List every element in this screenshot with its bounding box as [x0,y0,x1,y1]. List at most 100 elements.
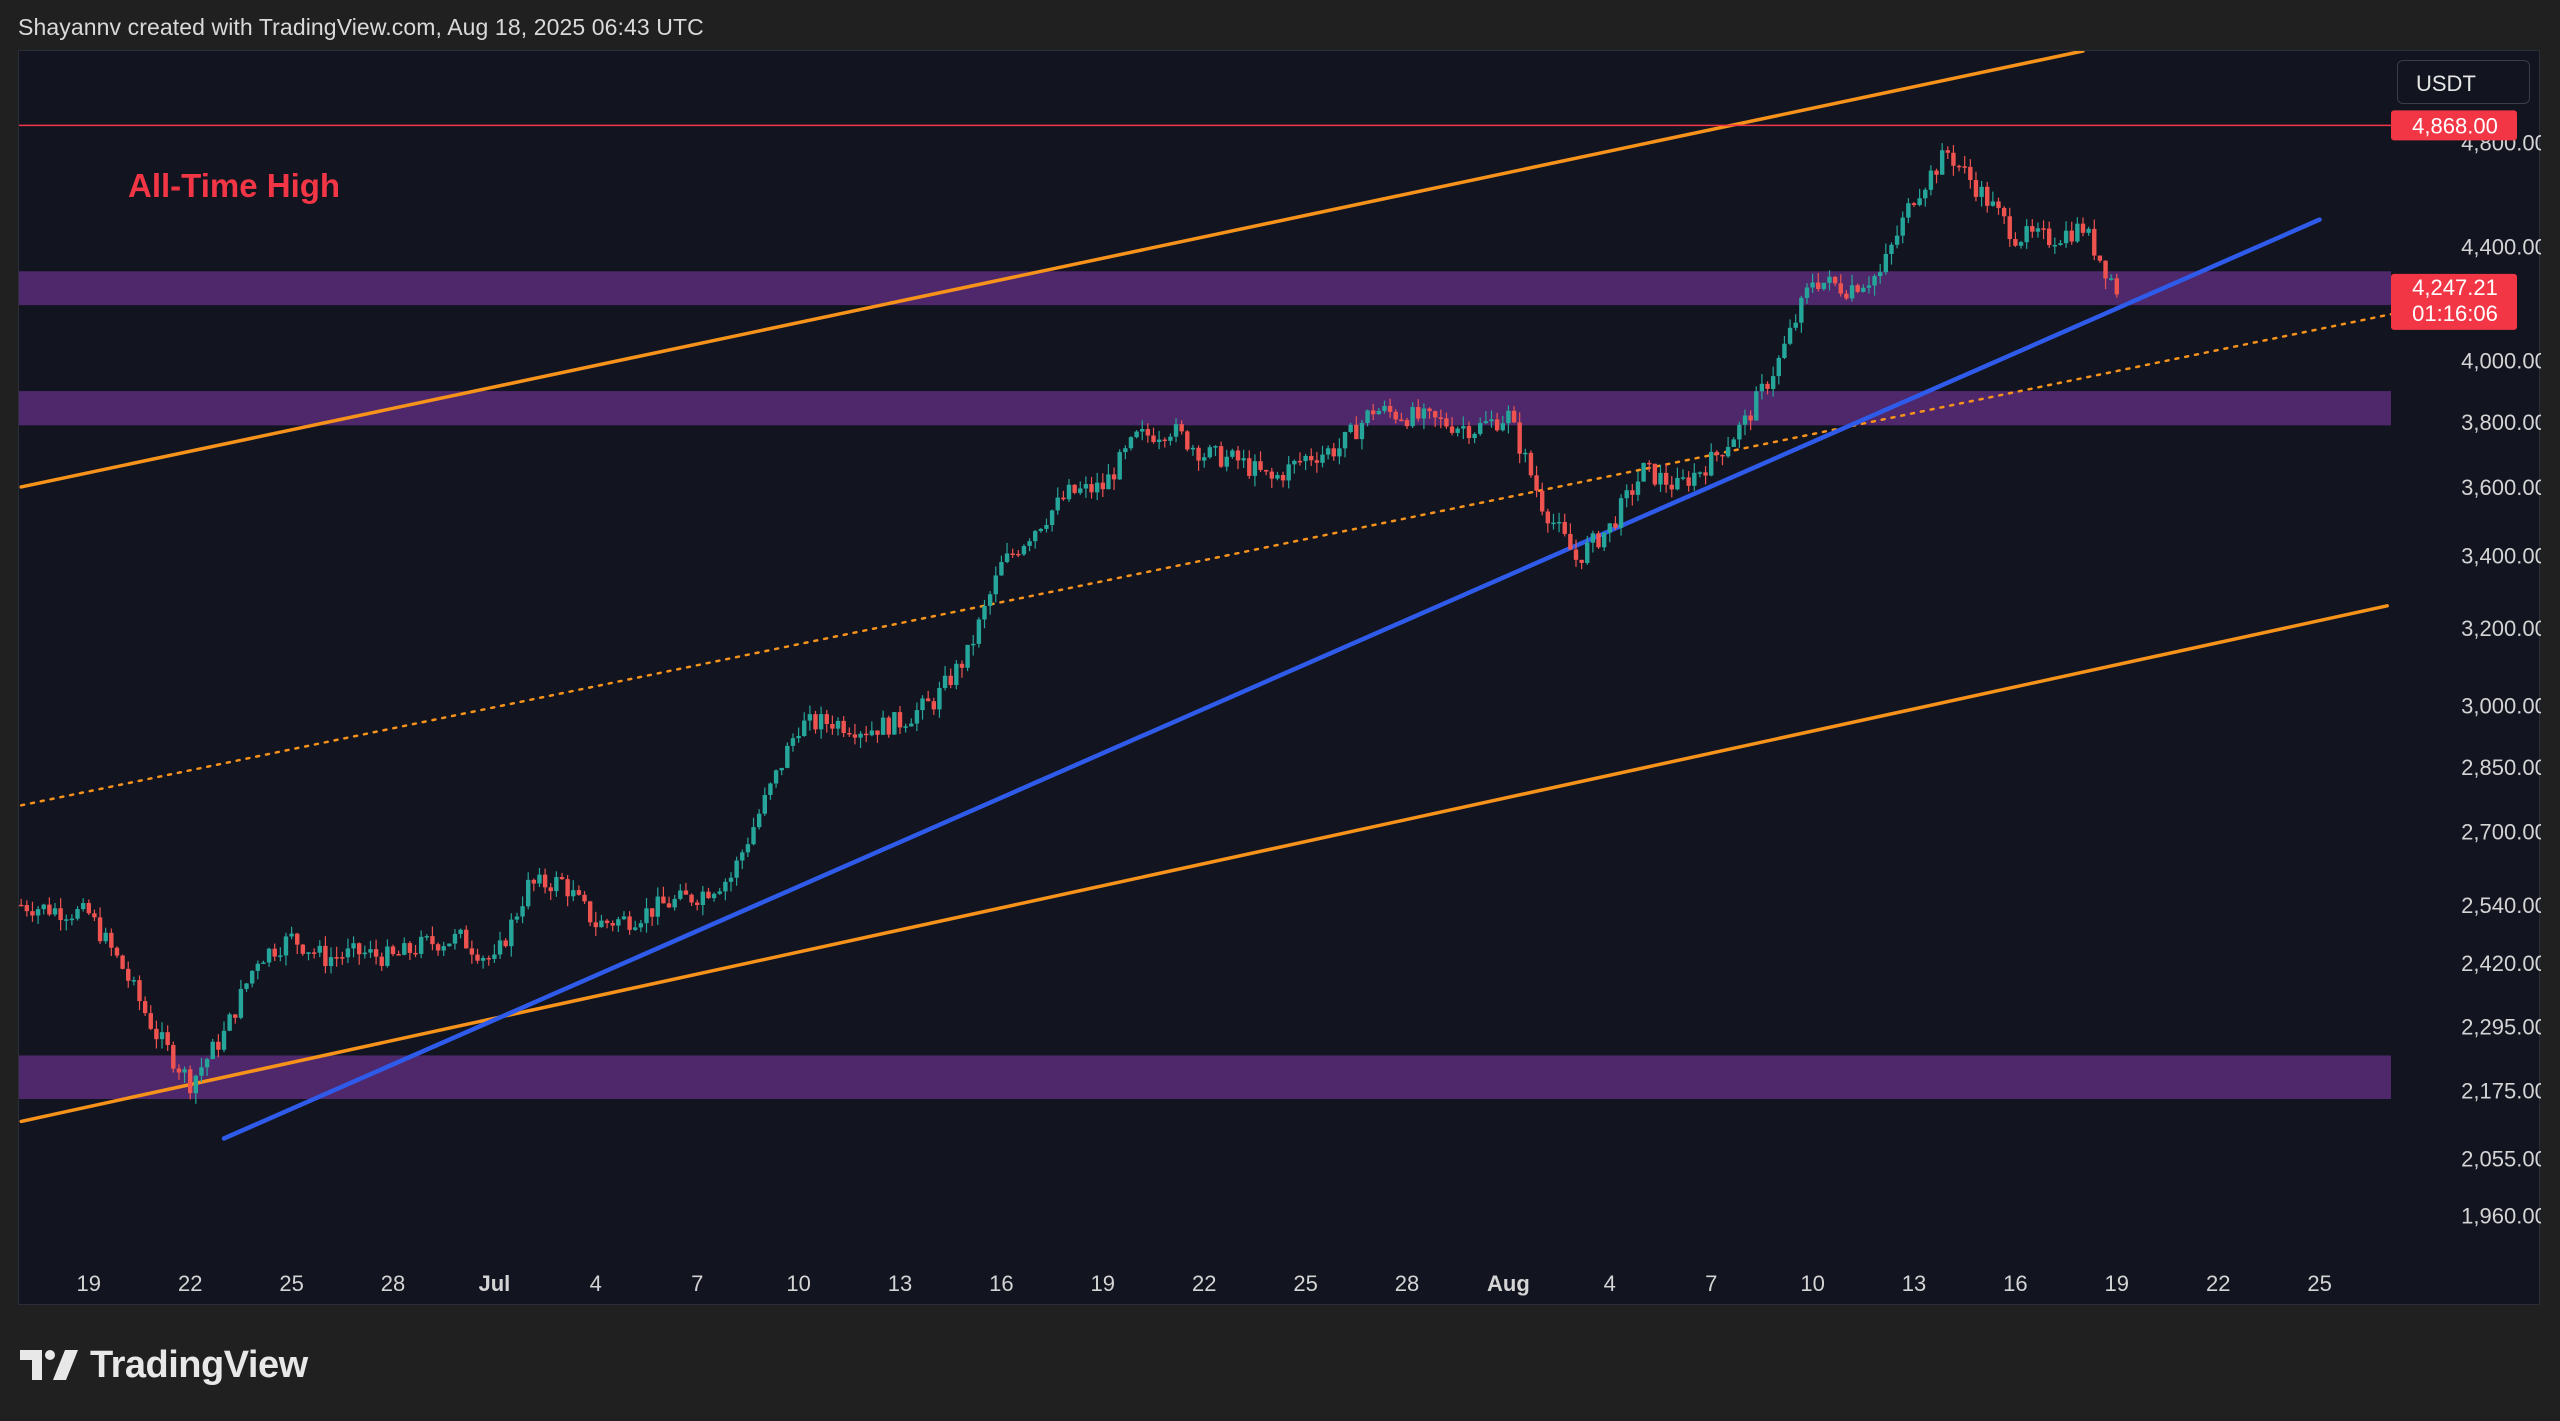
candle-body-203 [1156,439,1162,443]
candle-body-292 [1658,472,1663,485]
candle-body-161 [920,698,925,711]
candle-body-323 [1832,276,1838,284]
candle-body-359 [2035,228,2041,232]
candle-body-134 [768,783,773,795]
time-tick-label: 25 [2307,1271,2331,1296]
candle-body-14 [92,913,97,918]
candle-body-5 [41,904,46,910]
candle-body-330 [1872,276,1877,286]
support-zone-1 [19,271,2391,306]
candle-body-240 [1365,410,1370,423]
candle-body-351 [1990,201,1996,206]
candle-body-255 [1449,426,1455,433]
candle-body-116 [666,903,672,908]
candle-body-154 [880,717,886,735]
candle-body-186 [1061,497,1066,500]
time-tick-label: 22 [1192,1271,1216,1296]
candle-body-43 [255,963,260,971]
candle-body-286 [1624,490,1629,499]
candle-body-145 [830,724,835,729]
candle-body-88 [509,919,514,947]
candle-body-358 [2030,226,2035,232]
brand-name: TradingView [90,1343,308,1386]
chart-panel[interactable]: All-Time High 4,800.00 4,400.00 4,000.00 3,… [18,50,2541,1306]
tradingview-brand[interactable]: TradingView [20,1340,308,1390]
candle-body-342 [1939,150,1945,175]
candle-body-143 [818,714,824,730]
candle-body-54 [317,945,322,953]
candle-body-102 [587,901,593,923]
candle-body-230 [1309,455,1314,461]
candle-body-51 [300,944,306,954]
candle-body-193 [1100,482,1105,490]
candle-body-318 [1804,287,1810,298]
candle-body-75 [435,944,441,951]
candle-body-7 [52,908,58,915]
candle-body-44 [261,962,266,964]
candle-body-147 [841,720,846,734]
candle-body-208 [1185,431,1190,450]
candle-body-122 [700,891,706,906]
candle-body-167 [954,663,959,686]
time-tick-label: 13 [888,1271,912,1296]
candle-body-142 [813,714,818,730]
candle-body-229 [1303,455,1308,462]
candle-body-133 [762,794,767,814]
candle-body-200 [1140,429,1145,432]
candle-body-218 [1241,458,1246,461]
candle-body-47 [278,955,283,957]
candle-body-97 [559,877,565,880]
candle-body-20 [126,968,131,981]
candle-body-272 [1545,511,1551,524]
candle-body-215 [1224,456,1229,467]
candle-body-175 [999,562,1004,576]
candle-body-9 [64,919,69,921]
candle-body-37 [221,1030,227,1050]
candle-body-241 [1371,410,1376,415]
candle-body-11 [75,909,80,919]
candle-body-59 [345,948,351,958]
candle-body-271 [1540,490,1545,512]
candle-body-8 [58,908,63,921]
candle-body-258 [1466,426,1472,439]
candle-body-185 [1055,497,1060,511]
candle-body-80 [464,929,469,949]
candle-body-132 [756,813,762,828]
price-chart[interactable]: All-Time High 4,800.004,400.004,000.003,… [19,51,2541,1306]
candle-body-304 [1725,446,1731,457]
candle-body-263 [1494,419,1500,431]
currency-selector[interactable]: USDT [2397,60,2530,104]
candle-body-190 [1083,484,1089,489]
candle-body-371 [2103,260,2108,279]
candle-body-288 [1635,481,1641,495]
candle-body-343 [1945,150,1950,153]
ascending-trendline [221,217,2322,1141]
candle-body-221 [1258,461,1263,470]
candle-body-280 [1590,533,1596,543]
candle-body-220 [1252,461,1258,476]
candle-body-137 [785,745,790,768]
candle-body-48 [283,936,289,956]
candle-body-306 [1737,424,1742,440]
candle-body-114 [655,896,660,917]
candle-body-177 [1010,553,1015,555]
candle-body-115 [661,896,666,904]
candle-body-298 [1692,472,1697,486]
time-tick-label: 16 [2003,1271,2027,1296]
channel-upper-line [19,51,2085,489]
candle-body-293 [1663,472,1669,485]
candle-body-222 [1263,469,1269,472]
candle-body-81 [469,948,475,955]
candle-body-45 [266,948,272,963]
candle-body-125 [717,891,722,894]
candle-body-187 [1066,484,1072,500]
time-tick-label: 28 [381,1271,405,1296]
candle-body-368 [2086,228,2091,233]
candle-body-130 [745,844,751,853]
candle-body-355 [2013,239,2018,246]
candle-body-334 [1894,235,1900,245]
candle-body-144 [824,714,829,725]
candle-body-332 [1883,253,1889,273]
candle-body-68 [396,954,401,956]
candle-body-100 [576,890,582,895]
